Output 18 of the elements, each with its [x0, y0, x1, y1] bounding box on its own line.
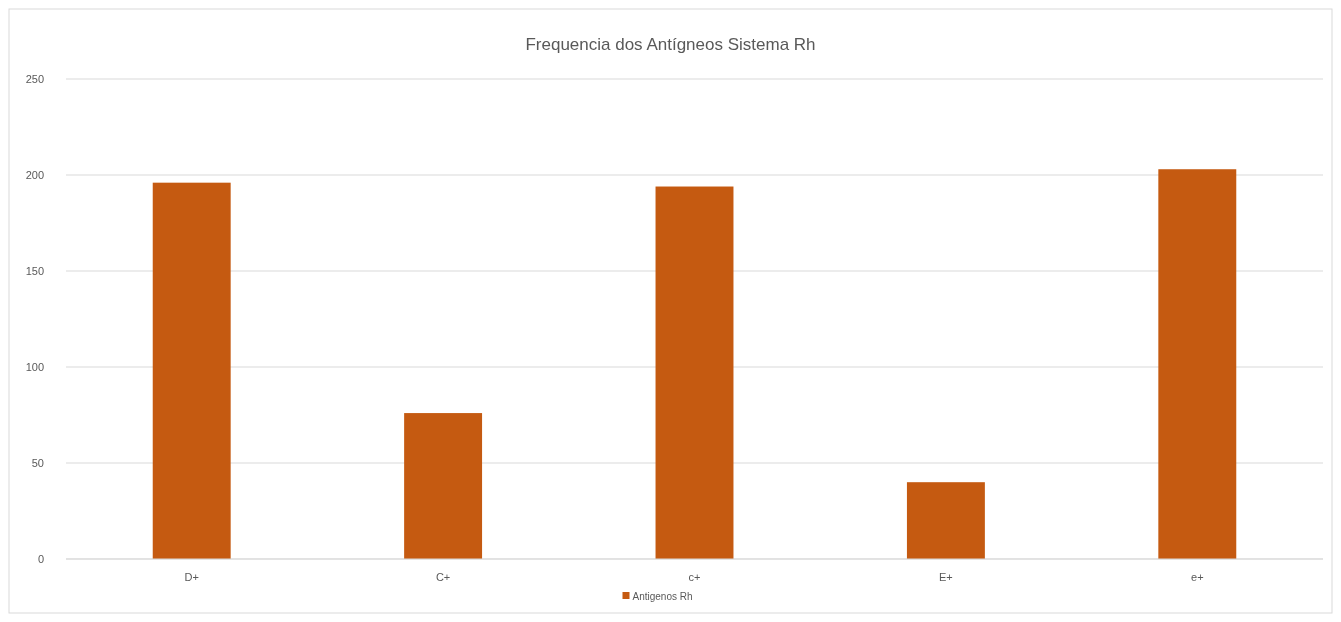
y-tick-label: 50 — [31, 456, 44, 469]
legend-label: Antigenos Rh — [632, 591, 693, 602]
y-tick-label: 250 — [25, 72, 44, 85]
bar — [906, 482, 985, 559]
y-tick-label: 100 — [25, 360, 44, 373]
bar — [152, 182, 231, 559]
x-tick-label: e+ — [1191, 571, 1204, 583]
bar — [404, 413, 483, 559]
chart-title: Frequencia dos Antígneos Sistema Rh — [525, 35, 816, 54]
x-tick-label: c+ — [688, 571, 701, 583]
bar — [1158, 169, 1237, 559]
x-tick-label: D+ — [184, 571, 199, 583]
y-tick-label: 200 — [25, 168, 44, 181]
bar — [655, 186, 734, 559]
x-tick-label: C+ — [435, 571, 451, 583]
y-tick-label: 0 — [37, 552, 44, 565]
y-tick-label: 150 — [25, 264, 44, 277]
x-tick-label: E+ — [939, 571, 953, 583]
